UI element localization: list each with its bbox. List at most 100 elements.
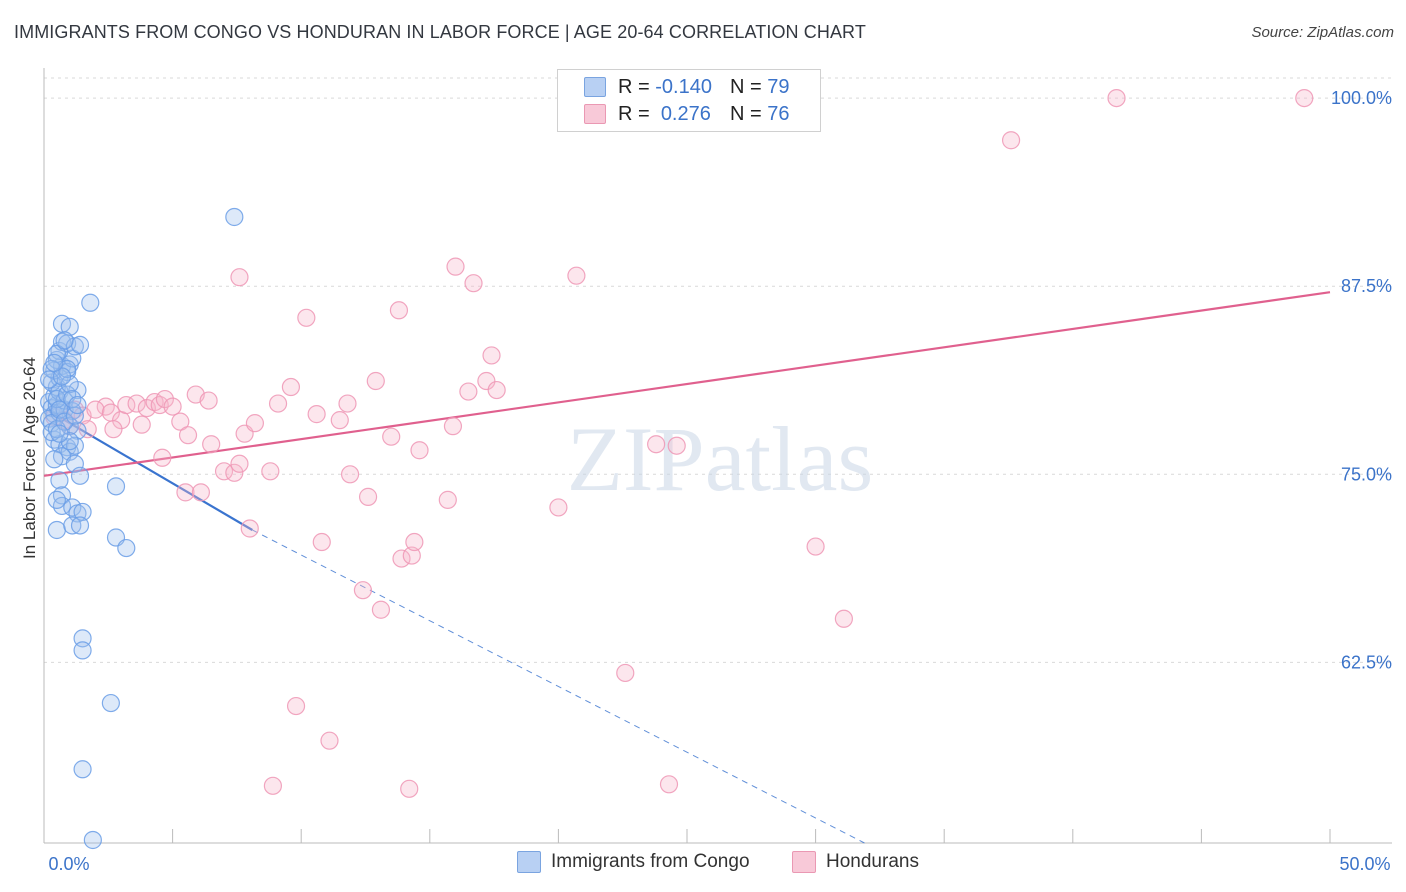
legend-hondurans-label: Hondurans (826, 851, 919, 872)
point-hondurans (667, 436, 686, 455)
legend-item-hondurans[interactable]: Hondurans (792, 851, 919, 873)
y-tick-label: 62.5% (1341, 652, 1392, 672)
point-hondurans (171, 412, 190, 431)
axes (43, 68, 1392, 844)
y-tick-label: 87.5% (1341, 276, 1392, 296)
point-congo (106, 477, 126, 496)
point-congo (117, 538, 136, 558)
point-congo (50, 471, 69, 490)
point-hondurans (567, 266, 586, 285)
hondurans-n-value: 76 (767, 102, 790, 125)
point-hondurans (240, 519, 259, 538)
point-congo (101, 693, 120, 713)
y-tick-label: 100.0% (1331, 88, 1392, 108)
point-congo (73, 760, 92, 779)
point-hondurans (1001, 131, 1021, 150)
congo-n-label: N = (730, 75, 762, 98)
point-congo (73, 641, 92, 660)
point-hondurans (806, 537, 825, 556)
congo-r-label: R = (618, 75, 650, 98)
point-hondurans (225, 463, 244, 482)
point-congo (70, 466, 90, 485)
y-tick-label: 75.0% (1341, 464, 1392, 484)
point-hondurans (145, 392, 164, 412)
point-hondurans (330, 411, 349, 430)
point-hondurans (127, 394, 146, 413)
point-congo (47, 389, 66, 409)
legend-item-congo[interactable]: Immigrants from Congo (517, 851, 750, 873)
point-hondurans (178, 426, 198, 445)
point-hondurans (366, 371, 385, 391)
hondurans-r-label: R = (618, 102, 650, 125)
point-hondurans (307, 405, 326, 424)
point-congo (63, 516, 82, 535)
point-hondurans (487, 380, 506, 400)
point-hondurans (459, 382, 478, 401)
point-hondurans (358, 487, 378, 506)
point-hondurans (320, 731, 339, 750)
point-hondurans (132, 415, 151, 434)
trend-line-congo-extrapolated (252, 529, 865, 844)
point-hondurans (340, 465, 360, 484)
point-congo (52, 367, 72, 386)
point-hondurans (230, 454, 249, 473)
point-hondurans (400, 779, 419, 798)
stats-legend: R = -0.140 N = 79 R = 0.276 N = 76 (557, 69, 821, 132)
series-legend: Immigrants from Congo Hondurans (0, 851, 1406, 879)
point-hondurans (245, 414, 265, 433)
point-congo (60, 432, 79, 451)
point-hondurans (176, 483, 195, 502)
point-hondurans (464, 274, 483, 293)
point-hondurans (86, 400, 105, 419)
point-hondurans (405, 532, 424, 552)
hondurans-r-value: 0.276 (660, 102, 711, 125)
tick-labels: 62.5% 75.0% 87.5% 100.0% 0.0% 50.0% (48, 88, 1392, 874)
point-congo (65, 454, 84, 473)
point-congo (50, 424, 69, 443)
x-tick-label: 0.0% (48, 854, 89, 874)
point-hondurans (261, 462, 280, 481)
point-congo (70, 335, 90, 354)
point-hondurans (410, 441, 429, 460)
point-hondurans (153, 448, 172, 467)
point-hondurans (371, 600, 391, 619)
series-hondurans (45, 88, 1314, 798)
point-hondurans (1295, 88, 1314, 108)
hondurans-n-label: N = (730, 102, 762, 125)
point-hondurans (199, 391, 218, 410)
point-hondurans (482, 346, 501, 365)
stats-row-congo: R = -0.140 N = 79 (584, 75, 790, 99)
hondurans-swatch (584, 104, 606, 124)
point-hondurans (477, 371, 496, 391)
point-hondurans (549, 498, 568, 517)
point-hondurans (647, 435, 666, 454)
congo-n-value: 79 (767, 75, 790, 98)
point-hondurans (263, 776, 283, 795)
chart-title: IMMIGRANTS FROM CONGO VS HONDURAN IN LAB… (14, 22, 866, 42)
point-hondurans (616, 663, 635, 683)
point-congo (42, 423, 61, 442)
point-congo (55, 412, 74, 431)
point-congo (47, 490, 66, 509)
x-tick-label: 50.0% (1339, 854, 1390, 874)
legend-congo-label: Immigrants from Congo (551, 851, 750, 872)
point-congo (225, 207, 244, 227)
point-hondurans (268, 394, 288, 413)
point-hondurans (834, 609, 853, 628)
point-hondurans (1107, 88, 1126, 108)
source-label: Source: ZipAtlas.com (1251, 24, 1394, 41)
point-hondurans (297, 308, 316, 327)
legend-congo-swatch (517, 851, 541, 873)
point-congo (70, 516, 90, 535)
point-hondurans (104, 420, 123, 439)
point-congo (73, 502, 92, 522)
legend-hondurans-swatch (792, 851, 816, 873)
point-hondurans (155, 389, 174, 409)
point-hondurans (312, 532, 331, 552)
trend-line-congo (48, 410, 253, 531)
point-hondurans (202, 435, 221, 454)
point-congo (45, 353, 64, 373)
point-congo (47, 520, 66, 540)
point-hondurans (163, 397, 182, 416)
